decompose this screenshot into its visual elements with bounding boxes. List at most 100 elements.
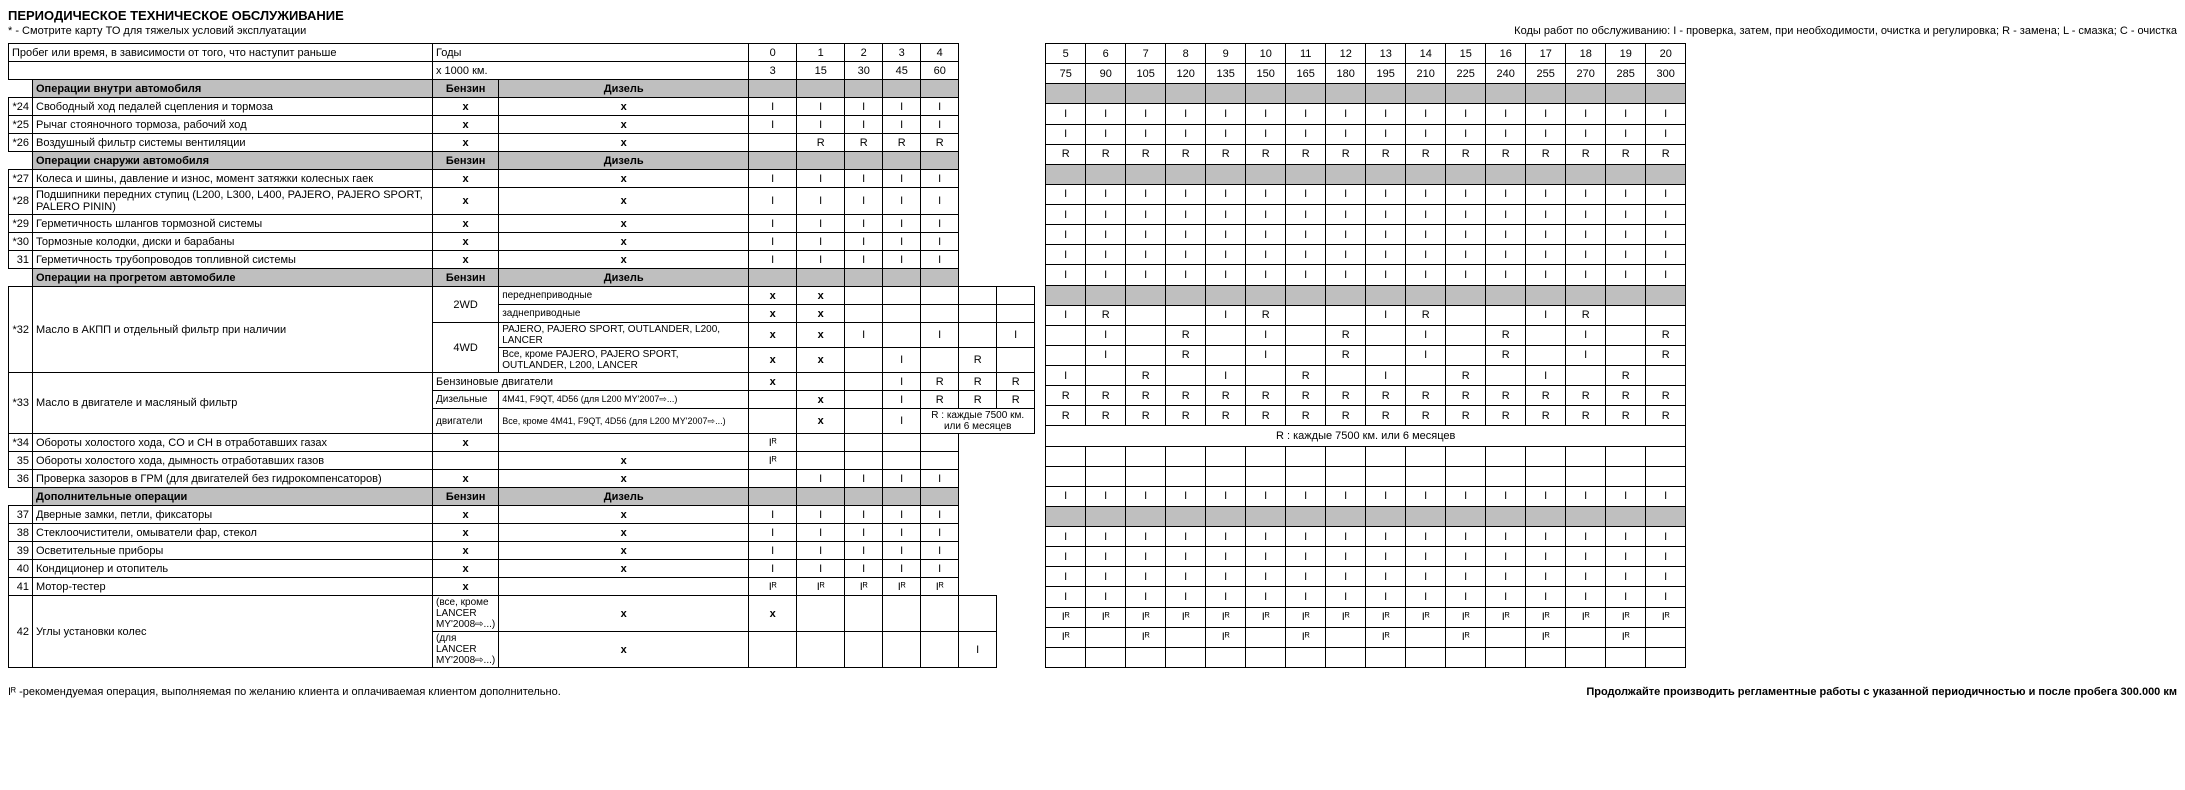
cell-benzin: x (433, 578, 499, 596)
km-col: 210 (1406, 64, 1446, 84)
cell-val: I (1086, 104, 1126, 124)
cell-val: I (1606, 567, 1646, 587)
cell-val: I (1046, 527, 1086, 547)
cell-val: I (1206, 184, 1246, 204)
cell-diesel: x (499, 170, 749, 188)
cell-benzin: x (433, 251, 499, 269)
year-col: 17 (1526, 44, 1566, 64)
cell-val: R (1486, 144, 1526, 164)
cell-benzin: x (433, 215, 499, 233)
drive-type: 4WD (433, 323, 499, 373)
footnote-right: Продолжайте производить регламентные раб… (1586, 686, 2177, 698)
cell-val: I (1446, 205, 1486, 225)
cell-val: I (1606, 104, 1646, 124)
cell-val: I (1526, 225, 1566, 245)
cell-val: I (1526, 104, 1566, 124)
cell-val: I (749, 116, 797, 134)
cell-val: R (1326, 144, 1366, 164)
cell-val: I (845, 116, 883, 134)
cell-val: I (1446, 547, 1486, 567)
cell-val: I (1566, 527, 1606, 547)
cell-val: I (1366, 205, 1406, 225)
cell-val: I (1486, 245, 1526, 265)
year-col: 12 (1326, 44, 1366, 64)
cell-val: I (1526, 265, 1566, 285)
cell-val: I (1366, 527, 1406, 547)
cell-val: I (1166, 547, 1206, 567)
cell-val (845, 434, 883, 452)
cell-val: R (1286, 144, 1326, 164)
cell-val: I (797, 506, 845, 524)
cell-val: R (1206, 144, 1246, 164)
cell-diesel: x (499, 470, 749, 488)
cell-val: I (797, 215, 845, 233)
km-col: 135 (1206, 64, 1246, 84)
cell-val: I (845, 470, 883, 488)
cell-val: I (1606, 124, 1646, 144)
row-num: 41 (9, 578, 33, 596)
cell-val: Iᴿ (1366, 607, 1406, 627)
cell-val: I (1366, 265, 1406, 285)
cell-val: R (797, 134, 845, 152)
cell-val: I (1406, 547, 1446, 567)
cell-val: I (883, 524, 921, 542)
cell-val (797, 434, 845, 452)
cell-val: I (1446, 587, 1486, 607)
cell-val: I (1646, 124, 1686, 144)
cell-val: I (1446, 486, 1486, 506)
cell-val: I (1406, 245, 1446, 265)
cell-val: I (1366, 567, 1406, 587)
cell-benzin: x (433, 470, 499, 488)
cell-val (1566, 466, 1606, 486)
row-desc: Обороты холостого хода, дымность отработ… (33, 452, 433, 470)
cell-val (1446, 466, 1486, 486)
cell-val (1166, 466, 1206, 486)
row-desc: Углы установки колес (33, 596, 433, 668)
cell-val: I (749, 170, 797, 188)
cell-val (1406, 446, 1446, 466)
cell-val: I (1446, 225, 1486, 245)
year-col: 15 (1446, 44, 1486, 64)
row-desc: Масло в АКПП и отдельный фильтр при нали… (33, 287, 433, 373)
cell-val: I (749, 188, 797, 215)
km-col: 180 (1326, 64, 1366, 84)
header-years: Годы (433, 44, 749, 62)
cell-val: I (1286, 104, 1326, 124)
cell-val: I (1526, 547, 1566, 567)
cell-val: Iᴿ (749, 452, 797, 470)
cell-val: I (1566, 587, 1606, 607)
cell-val: I (1486, 124, 1526, 144)
cell-val: I (1086, 184, 1126, 204)
fuel-diesel: Дизель (499, 80, 749, 98)
cell-benzin (433, 452, 499, 470)
cell-val: I (1526, 527, 1566, 547)
cell-val: I (1406, 205, 1446, 225)
cell-val: I (1126, 587, 1166, 607)
cell-val: I (845, 524, 883, 542)
cell-val: I (921, 116, 959, 134)
cell-val: I (883, 170, 921, 188)
cell-val: R (1526, 144, 1566, 164)
year-col: 16 (1486, 44, 1526, 64)
row-num: *34 (9, 434, 33, 452)
cell-val: I (1606, 486, 1646, 506)
maintenance-table-right: 5678910111213141516171819207590105120135… (1045, 43, 1686, 668)
cell-val: I (1486, 486, 1526, 506)
cell-val: I (883, 116, 921, 134)
row-num: 40 (9, 560, 33, 578)
cell-val: R (845, 134, 883, 152)
km-col: 30 (845, 62, 883, 80)
row-desc: Обороты холостого хода, CO и CH в отрабо… (33, 434, 433, 452)
cell-val (1166, 446, 1206, 466)
cell-val: I (1206, 104, 1246, 124)
cell-val: I (1606, 184, 1646, 204)
cell-benzin: x (433, 506, 499, 524)
maintenance-table-left: Пробег или время, в зависимости от того,… (8, 43, 1035, 668)
cell-val: I (1326, 184, 1366, 204)
cell-val: I (1526, 184, 1566, 204)
row-num: 35 (9, 452, 33, 470)
cell-val: I (1086, 587, 1126, 607)
footnote-left: Iᴿ -рекомендуемая операция, выполняемая … (8, 686, 561, 698)
row-desc: Колеса и шины, давление и износ, момент … (33, 170, 433, 188)
cell-val (1046, 446, 1086, 466)
